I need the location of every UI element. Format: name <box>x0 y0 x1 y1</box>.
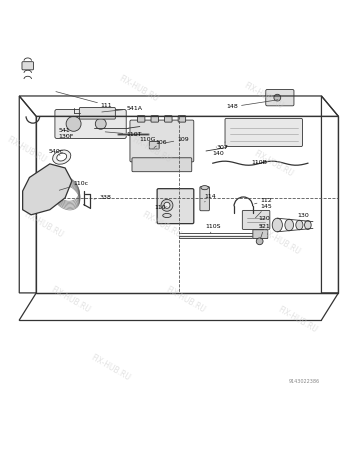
Text: 541: 541 <box>58 128 70 133</box>
Text: 145: 145 <box>256 204 272 218</box>
Text: 148: 148 <box>226 100 278 109</box>
Text: FIX-HUB.RU: FIX-HUB.RU <box>164 285 207 315</box>
Text: 112: 112 <box>254 198 272 204</box>
Text: FIX-HUB.RU: FIX-HUB.RU <box>253 149 295 179</box>
Text: 9143022386: 9143022386 <box>289 379 320 384</box>
FancyBboxPatch shape <box>242 211 270 230</box>
Text: 109: 109 <box>164 137 189 143</box>
FancyBboxPatch shape <box>225 118 302 147</box>
Circle shape <box>256 238 263 245</box>
Text: 307: 307 <box>216 142 228 150</box>
Text: 110T: 110T <box>105 132 142 137</box>
Ellipse shape <box>272 218 282 232</box>
FancyBboxPatch shape <box>200 187 209 211</box>
Text: 130F: 130F <box>58 134 74 139</box>
Text: 110c: 110c <box>59 181 89 190</box>
Text: 110G: 110G <box>134 135 156 142</box>
Text: 110S: 110S <box>205 224 221 233</box>
Ellipse shape <box>161 199 173 211</box>
Text: 114: 114 <box>204 194 216 202</box>
Text: FIX-HUB.RU: FIX-HUB.RU <box>22 210 64 240</box>
Ellipse shape <box>304 220 311 230</box>
Ellipse shape <box>164 202 170 208</box>
Text: 338: 338 <box>94 195 111 200</box>
Ellipse shape <box>285 219 294 231</box>
Text: 130: 130 <box>297 213 309 222</box>
Text: 120: 120 <box>259 216 271 227</box>
FancyBboxPatch shape <box>266 90 294 106</box>
Text: FIX-HUB.RU: FIX-HUB.RU <box>131 135 173 165</box>
Text: FIX-HUB.RU: FIX-HUB.RU <box>141 210 183 240</box>
Text: FIX-HUB.RU: FIX-HUB.RU <box>276 305 319 335</box>
Text: 106: 106 <box>154 140 167 148</box>
FancyBboxPatch shape <box>130 120 194 162</box>
FancyBboxPatch shape <box>157 189 194 224</box>
FancyBboxPatch shape <box>55 109 126 139</box>
FancyBboxPatch shape <box>253 230 268 239</box>
Ellipse shape <box>52 150 71 164</box>
Circle shape <box>95 118 106 129</box>
Ellipse shape <box>57 153 66 161</box>
Text: 521: 521 <box>259 224 271 239</box>
Text: 541A: 541A <box>102 106 142 112</box>
Text: 110: 110 <box>154 205 167 210</box>
FancyBboxPatch shape <box>22 62 34 70</box>
Text: 111: 111 <box>56 92 112 108</box>
Text: FIX-HUB.RU: FIX-HUB.RU <box>243 81 285 111</box>
FancyBboxPatch shape <box>178 116 186 122</box>
Circle shape <box>274 94 281 101</box>
Ellipse shape <box>296 220 303 230</box>
FancyBboxPatch shape <box>164 116 172 122</box>
Text: FIX-HUB.RU: FIX-HUB.RU <box>117 74 159 104</box>
FancyBboxPatch shape <box>138 116 145 122</box>
Text: FIX-HUB.RU: FIX-HUB.RU <box>90 353 132 382</box>
Text: FIX-HUB.RU: FIX-HUB.RU <box>5 135 47 165</box>
Text: 110B: 110B <box>252 160 268 165</box>
Ellipse shape <box>201 185 208 190</box>
Text: 140: 140 <box>213 147 225 156</box>
FancyBboxPatch shape <box>149 141 159 149</box>
Text: 540c: 540c <box>48 149 63 155</box>
Text: FIX-HUB.RU: FIX-HUB.RU <box>259 227 302 257</box>
FancyBboxPatch shape <box>151 116 159 122</box>
Polygon shape <box>23 164 72 215</box>
Circle shape <box>66 117 81 131</box>
FancyBboxPatch shape <box>132 158 192 172</box>
Ellipse shape <box>163 213 171 217</box>
FancyBboxPatch shape <box>79 108 116 119</box>
Text: FIX-HUB.RU: FIX-HUB.RU <box>49 285 91 315</box>
